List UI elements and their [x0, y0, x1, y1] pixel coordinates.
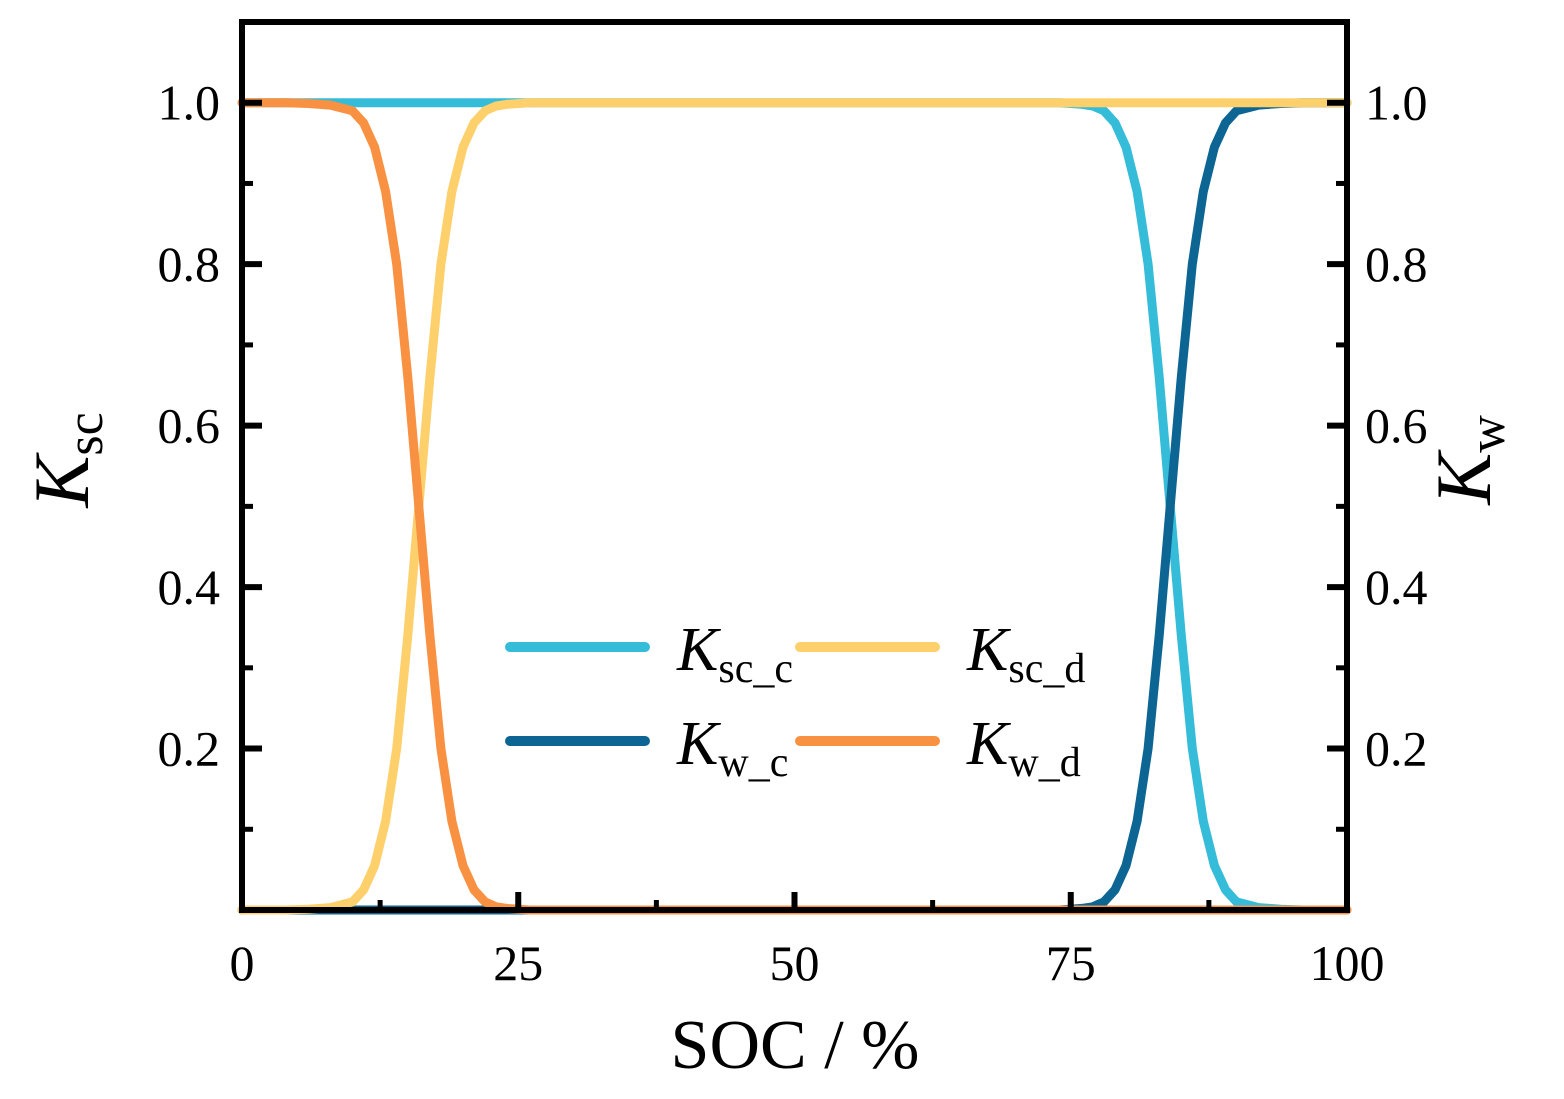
y-axis-title-right-symbol: K — [1420, 449, 1507, 506]
legend-label-symbol: K — [676, 616, 722, 684]
legend-label-ksc-c: Ksc_c — [676, 616, 793, 692]
y-left-tick-label: 0.2 — [158, 721, 221, 777]
legend-label-subscript: w_d — [1008, 740, 1080, 786]
y-left-tick-label: 0.4 — [158, 559, 221, 615]
y-axis-title-left-subscript: sc — [57, 412, 114, 455]
x-tick-label: 50 — [770, 935, 820, 991]
x-tick-label: 25 — [493, 935, 543, 991]
y-axis-title-right-subscript: w — [1459, 415, 1516, 453]
series-line-ksc-c — [237, 98, 1352, 915]
legend-label-subscript: w_c — [718, 740, 788, 786]
y-right-tick-label: 0.6 — [1365, 398, 1428, 454]
y-right-tick-label: 0.2 — [1365, 721, 1428, 777]
x-axis-title: SOC / % — [671, 1007, 920, 1084]
axis-ticks — [239, 99, 1350, 910]
x-tick-label: 100 — [1310, 935, 1385, 991]
y-right-tick-label: 0.8 — [1365, 236, 1428, 292]
series-line-kw-d — [237, 98, 1352, 915]
series-line-ksc-d — [237, 98, 1352, 915]
legend-label-symbol: K — [966, 616, 1012, 684]
legend: Ksc_c Ksc_dKw_c Kw_d — [505, 616, 1085, 786]
legend-label-symbol: K — [676, 710, 722, 778]
x-tick-label: 75 — [1046, 935, 1096, 991]
y-right-tick-label: 1.0 — [1365, 75, 1428, 131]
axis-tick-labels: 0 25 50 75 100 0.2 0.2 0.4 0.4 0.6 0.6 0.8 0.8 1.0 1.0 — [158, 75, 1428, 991]
legend-label-symbol: K — [966, 710, 1012, 778]
legend-label-subscript: sc_c — [718, 646, 793, 692]
legend-label-subscript: sc_d — [1008, 646, 1085, 692]
y-axis-title-left: Ksc — [18, 412, 114, 508]
y-right-tick-label: 0.4 — [1365, 559, 1428, 615]
y-left-tick-label: 1.0 — [158, 75, 221, 131]
plot-frame — [239, 19, 1350, 913]
series-line-kw-c — [237, 98, 1352, 915]
x-tick-label: 0 — [230, 935, 255, 991]
legend-label-kw-d: Kw_d — [966, 710, 1081, 786]
legend-label-ksc-d: Ksc_d — [966, 616, 1085, 692]
y-axis-title-right: Kw — [1420, 415, 1516, 506]
curves — [237, 98, 1352, 915]
y-axis-title-left-symbol: K — [18, 452, 105, 509]
y-left-tick-label: 0.8 — [158, 236, 221, 292]
legend-label-kw-c: Kw_c — [676, 710, 788, 786]
y-left-tick-label: 0.6 — [158, 398, 221, 454]
